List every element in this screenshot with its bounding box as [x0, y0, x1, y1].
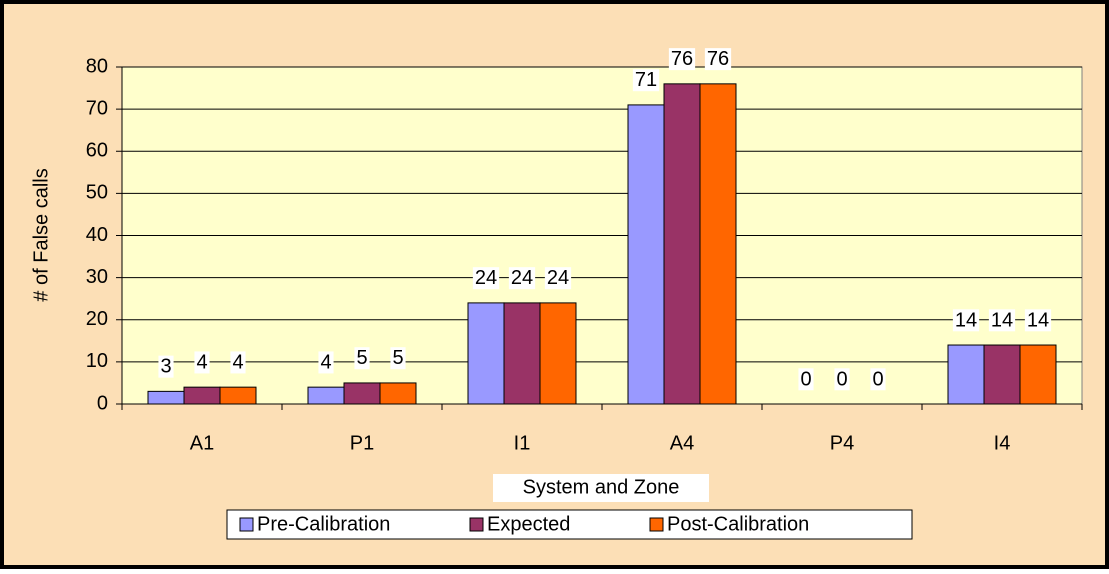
bar — [343, 382, 381, 405]
data-label: 4 — [196, 351, 207, 373]
data-label-bg — [988, 309, 1016, 332]
data-label: 14 — [955, 309, 977, 331]
data-label: 24 — [475, 267, 497, 289]
x-axis-title: System and Zone — [523, 476, 680, 498]
bar — [663, 83, 701, 405]
data-label: 14 — [1027, 309, 1049, 331]
legend-label: Expected — [487, 513, 570, 535]
y-tick-label: 60 — [86, 140, 108, 162]
x-tick-label: A1 — [190, 432, 214, 454]
data-label-bg — [668, 48, 696, 71]
legend-swatch — [239, 517, 254, 532]
bar — [983, 344, 1021, 405]
data-label: 24 — [511, 267, 533, 289]
y-tick-label: 30 — [86, 266, 108, 288]
data-label: 3 — [160, 356, 171, 378]
data-label: 0 — [800, 368, 811, 390]
y-tick-label: 20 — [86, 308, 108, 330]
data-label-bg — [194, 351, 210, 374]
legend-swatch — [649, 517, 664, 532]
data-label-bg — [870, 368, 886, 391]
data-label-bg — [704, 48, 732, 71]
legend-label: Pre-Calibration — [257, 513, 390, 535]
data-label-bg — [544, 267, 572, 290]
data-label: 24 — [547, 267, 569, 289]
data-label: 0 — [872, 368, 883, 390]
data-label: 71 — [635, 69, 657, 91]
data-label: 5 — [356, 347, 367, 369]
data-label: 4 — [320, 351, 331, 373]
bar — [1019, 344, 1057, 405]
data-label-bg — [472, 267, 500, 290]
data-label: 0 — [836, 368, 847, 390]
x-tick-label: P1 — [350, 432, 374, 454]
y-tick-label: 10 — [86, 350, 108, 372]
data-label-bg — [354, 347, 370, 370]
y-tick-label: 80 — [86, 55, 108, 77]
data-label-bg — [1024, 309, 1052, 332]
y-tick-label: 70 — [86, 97, 108, 119]
x-tick-label: P4 — [830, 432, 854, 454]
x-axis-title-group: System and Zone — [493, 474, 709, 502]
bar — [627, 104, 665, 405]
x-tick-label: A4 — [670, 432, 694, 454]
x-tick-label: I1 — [514, 432, 531, 454]
bar — [699, 83, 737, 405]
data-label-bg — [952, 309, 980, 332]
data-label: 76 — [707, 48, 729, 70]
data-label: 5 — [392, 347, 403, 369]
legend-label: Post-Calibration — [667, 513, 809, 535]
bar — [183, 386, 221, 405]
bar — [467, 302, 505, 405]
data-label: 4 — [232, 351, 243, 373]
bar — [147, 390, 185, 405]
bar — [379, 382, 417, 405]
y-tick-label: 40 — [86, 224, 108, 246]
bar — [219, 386, 257, 405]
y-tick-label: 0 — [97, 392, 108, 414]
data-label-bg — [508, 267, 536, 290]
data-label-bg — [632, 69, 660, 92]
y-axis-title: # of False calls — [30, 168, 52, 301]
data-label-bg — [834, 368, 850, 391]
x-tick-label: I4 — [994, 432, 1011, 454]
y-tick-label: 50 — [86, 182, 108, 204]
data-label-bg — [318, 351, 334, 374]
bar — [947, 344, 985, 405]
data-label-bg — [798, 368, 814, 391]
data-label-bg — [230, 351, 246, 374]
legend-box — [226, 509, 913, 540]
bar — [307, 386, 345, 405]
bar — [503, 302, 541, 405]
data-label-bg — [390, 347, 406, 370]
x-axis-title-bg — [493, 474, 709, 502]
data-label: 76 — [671, 48, 693, 70]
data-label-bg — [158, 355, 174, 378]
legend-swatch — [469, 517, 484, 532]
data-label: 14 — [991, 309, 1013, 331]
bar — [539, 302, 577, 405]
